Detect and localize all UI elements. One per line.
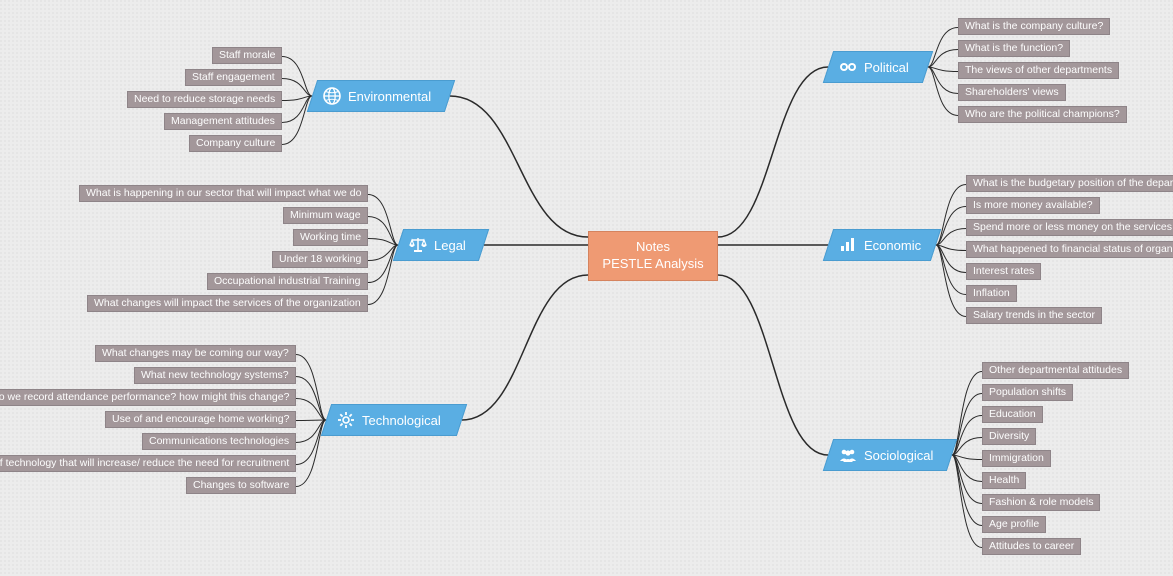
leaf-legal[interactable]: Occupational industrial Training	[207, 273, 368, 290]
leaf-sociological[interactable]: Diversity	[982, 428, 1036, 445]
leaf-economic[interactable]: Interest rates	[966, 263, 1041, 280]
center-node[interactable]: Notes PESTLE Analysis	[588, 231, 718, 281]
leaf-sociological[interactable]: Attitudes to career	[982, 538, 1081, 555]
bars-icon	[839, 236, 857, 254]
leaf-environmental[interactable]: Management attitudes	[164, 113, 282, 130]
branch-technological[interactable]: Technological	[321, 404, 467, 436]
leaf-economic[interactable]: What is the budgetary position of the de…	[966, 175, 1173, 192]
leaf-economic[interactable]: Salary trends in the sector	[966, 307, 1102, 324]
leaf-sociological[interactable]: Age profile	[982, 516, 1046, 533]
leaf-sociological[interactable]: Other departmental attitudes	[982, 362, 1129, 379]
leaf-environmental[interactable]: Staff engagement	[185, 69, 282, 86]
leaf-environmental[interactable]: Staff morale	[212, 47, 282, 64]
leaf-technological[interactable]: Changes to software	[186, 477, 296, 494]
leaf-technological[interactable]: Changes of technology that will increase…	[0, 455, 296, 472]
branch-label: Sociological	[864, 448, 933, 463]
branch-legal[interactable]: Legal	[393, 229, 489, 261]
leaf-legal[interactable]: What is happening in our sector that wil…	[79, 185, 368, 202]
center-line1: Notes	[636, 239, 670, 256]
leaf-legal[interactable]: Under 18 working	[272, 251, 368, 268]
leaf-political[interactable]: Who are the political champions?	[958, 106, 1127, 123]
people-icon	[839, 446, 857, 464]
branch-economic[interactable]: Economic	[823, 229, 941, 261]
leaf-technological[interactable]: What changes may be coming our way?	[95, 345, 296, 362]
leaf-legal[interactable]: What changes will impact the services of…	[87, 295, 368, 312]
leaf-sociological[interactable]: Immigration	[982, 450, 1051, 467]
leaf-technological[interactable]: How do we record attendance performance?…	[0, 389, 296, 406]
leaf-environmental[interactable]: Need to reduce storage needs	[127, 91, 282, 108]
branch-label: Economic	[864, 238, 921, 253]
leaf-sociological[interactable]: Fashion & role models	[982, 494, 1100, 511]
leaf-legal[interactable]: Minimum wage	[283, 207, 368, 224]
leaf-environmental[interactable]: Company culture	[189, 135, 282, 152]
branch-label: Political	[864, 60, 909, 75]
leaf-economic[interactable]: Is more money available?	[966, 197, 1100, 214]
leaf-technological[interactable]: Communications technologies	[142, 433, 296, 450]
branch-label: Technological	[362, 413, 441, 428]
leaf-economic[interactable]: What happened to financial status of org…	[966, 241, 1173, 258]
leaf-political[interactable]: The views of other departments	[958, 62, 1119, 79]
leaf-sociological[interactable]: Education	[982, 406, 1043, 423]
center-line2: PESTLE Analysis	[602, 256, 703, 273]
scales-icon	[409, 236, 427, 254]
branch-sociological[interactable]: Sociological	[823, 439, 957, 471]
glasses-icon	[839, 58, 857, 76]
leaf-legal[interactable]: Working time	[293, 229, 368, 246]
globe-icon	[323, 87, 341, 105]
leaf-economic[interactable]: Inflation	[966, 285, 1017, 302]
branch-label: Legal	[434, 238, 466, 253]
leaf-political[interactable]: What is the function?	[958, 40, 1070, 57]
branch-political[interactable]: Political	[823, 51, 933, 83]
branch-environmental[interactable]: Environmental	[307, 80, 455, 112]
leaf-economic[interactable]: Spend more or less money on the services…	[966, 219, 1173, 236]
leaf-technological[interactable]: Use of and encourage home working?	[105, 411, 296, 428]
branch-label: Environmental	[348, 89, 431, 104]
leaf-political[interactable]: Shareholders' views	[958, 84, 1066, 101]
leaf-technological[interactable]: What new technology systems?	[134, 367, 296, 384]
gear-icon	[337, 411, 355, 429]
leaf-sociological[interactable]: Population shifts	[982, 384, 1073, 401]
leaf-sociological[interactable]: Health	[982, 472, 1026, 489]
leaf-political[interactable]: What is the company culture?	[958, 18, 1110, 35]
